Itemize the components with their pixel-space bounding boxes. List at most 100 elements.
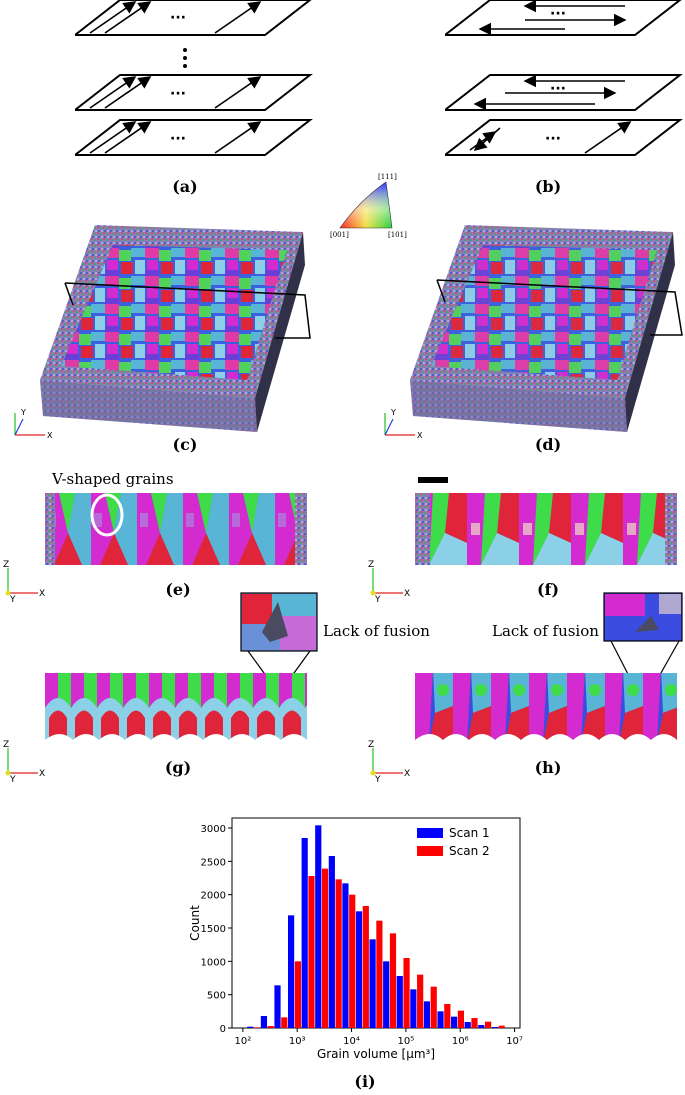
plot-frame (231, 817, 521, 1029)
axis-y-label: Y (390, 408, 396, 417)
axis-z-label: Z (3, 740, 9, 750)
ellipsis-b1: ··· (550, 6, 566, 22)
bar-scan1 (396, 976, 403, 1028)
caption-g: (g) (164, 758, 192, 777)
axis-z-label: Z (368, 740, 374, 750)
axis-x-label: X (404, 769, 410, 779)
y-tick-label: 2500 (201, 857, 226, 868)
x-ticks: 10² 10³ 10⁴ 10⁵ 10⁶ 10⁷ (235, 1028, 523, 1047)
ebsd-section-e (45, 493, 307, 565)
axis-y-label: Y (9, 775, 16, 783)
legend-label-scan2: Scan 2 (449, 844, 490, 858)
bar-scan1 (423, 1001, 431, 1028)
axes-triad-c: X Y (5, 405, 55, 455)
bar-scan1 (342, 883, 349, 1028)
axis-y-label: Y (9, 595, 16, 603)
ipf-111-label: [111] (378, 173, 397, 181)
axis-y-label: Y (374, 775, 381, 783)
axis-x-label: X (417, 431, 423, 440)
grain-volume-histogram: 0 500 1000 1500 2000 2500 3000 10² 10³ 10⁴ 10⁵ 10⁶… (188, 817, 523, 1061)
bar-scan1 (491, 1027, 498, 1028)
bar-scan2 (484, 1021, 492, 1028)
ellipsis-b2: ··· (550, 81, 566, 97)
bar-scan2 (362, 906, 369, 1028)
bar-scan1 (328, 856, 335, 1028)
legend: Scan 1 Scan 2 (417, 826, 490, 858)
axis-x-label: X (39, 589, 45, 599)
bar-scan2 (335, 879, 342, 1028)
bar-scan2 (417, 974, 424, 1028)
x-tick-label: 10⁶ (452, 1036, 469, 1047)
scale-bar (418, 477, 448, 483)
bar-scan2 (457, 1010, 465, 1028)
ebsd-block-d (410, 225, 683, 432)
bar-scan2 (294, 961, 301, 1028)
annotation-lack-of-fusion-h: Lack of fusion (492, 622, 599, 640)
ipf-color-key: [111] [001] [101] (330, 173, 407, 239)
x-axis-label: Grain volume [μm³] (317, 1047, 435, 1061)
axes-triad-h: X Y Z (365, 738, 415, 788)
x-tick-label: 10⁴ (343, 1036, 360, 1047)
y-tick-label: 0 (220, 1024, 226, 1035)
axes-triad-f: X Y Z (365, 558, 415, 608)
bar-scan2 (254, 1027, 261, 1028)
scan-diagram-b: ··· ··· ··· (445, 0, 683, 156)
axis-x-label: X (404, 589, 410, 599)
caption-e: (e) (165, 580, 191, 599)
axis-x-label: X (39, 769, 45, 779)
x-tick-label: 10² (235, 1036, 252, 1047)
legend-label-scan1: Scan 1 (449, 826, 490, 840)
ebsd-section-f (415, 493, 677, 565)
bar-scan2 (444, 1004, 451, 1028)
y-tick-label: 1500 (201, 924, 226, 935)
ebsd-inset-g (240, 592, 318, 685)
y-tick-label: 1000 (201, 957, 226, 968)
bar-scan1 (315, 825, 322, 1028)
axis-x-label: X (47, 431, 53, 440)
annotation-lack-of-fusion-g: Lack of fusion (323, 622, 430, 640)
bar-scan1 (410, 989, 417, 1028)
caption-i: (i) (354, 1072, 376, 1091)
bar-scan1 (247, 1026, 254, 1028)
bar-scan1 (369, 939, 376, 1028)
bar-scan2 (308, 876, 315, 1028)
axis-y-label: Y (374, 595, 381, 603)
bar-scan1 (383, 961, 390, 1028)
y-ticks: 0 500 1000 1500 2000 2500 3000 (201, 824, 232, 1035)
ebsd-section-h (415, 673, 677, 740)
bar-scan1 (274, 985, 281, 1028)
bar-scan2 (349, 894, 356, 1028)
axis-z-label: Z (368, 560, 374, 570)
bar-scan2 (376, 920, 383, 1028)
ellipsis-a3: ··· (170, 131, 186, 147)
annotation-v-shaped-grains: V-shaped grains (52, 470, 174, 488)
bar-scan2 (498, 1025, 505, 1028)
histogram-bars (247, 825, 505, 1028)
axis-z-label: Z (3, 560, 9, 570)
bar-scan2 (281, 1017, 288, 1028)
caption-b: (b) (534, 177, 562, 196)
axes-triad-d: X Y (375, 405, 425, 455)
x-tick-label: 10³ (289, 1036, 306, 1047)
bar-scan1 (437, 1011, 444, 1028)
ellipsis-a2: ··· (170, 86, 186, 102)
legend-swatch-scan1 (417, 828, 443, 838)
ellipsis-b3: ··· (545, 131, 561, 147)
bar-scan1 (260, 1016, 268, 1028)
bar-scan1 (355, 911, 363, 1028)
bar-scan2 (321, 868, 329, 1028)
ipf-001-label: [001] (330, 231, 349, 239)
caption-a: (a) (172, 177, 198, 196)
ebsd-block-c (40, 225, 311, 432)
scan-diagram-a: ··· ··· ··· (75, 0, 313, 156)
bar-scan2 (389, 933, 397, 1028)
bar-scan1 (478, 1025, 485, 1028)
bar-scan2 (430, 986, 437, 1028)
axes-triad-e: X Y Z (0, 558, 50, 608)
bar-scan1 (287, 915, 295, 1028)
y-axis-label: Count (188, 905, 202, 941)
x-tick-label: 10⁷ (506, 1036, 523, 1047)
caption-h: (h) (534, 758, 562, 777)
bar-scan2 (471, 1018, 478, 1028)
caption-f: (f) (536, 580, 560, 599)
